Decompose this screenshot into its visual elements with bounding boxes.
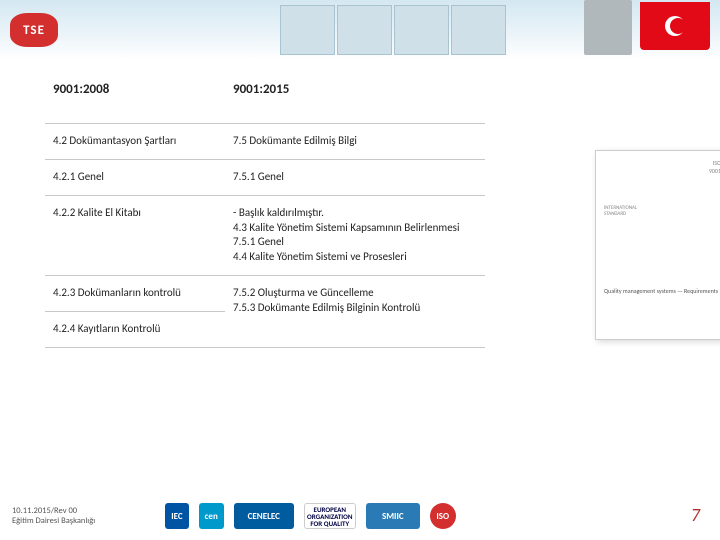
table-row: 4.2.2 Kalite El Kitabı - Başlık kaldırıl… — [45, 195, 485, 275]
cell-left: 4.2.1 Genel — [45, 159, 225, 195]
header-decorative-images — [280, 0, 506, 60]
cell-right: - Başlık kaldırılmıştır. 4.3 Kalite Yöne… — [225, 195, 485, 275]
footer-logo-strip: IEC cen CENELEC EUROPEAN ORGANIZATION FO… — [165, 503, 456, 529]
footer-department: Eğitim Dairesi Başkanlığı — [12, 516, 95, 526]
footer-date-rev: 10.11.2015/Rev 00 — [12, 506, 95, 516]
table-header-2015: 9001:2015 — [225, 72, 485, 124]
page-number: 7 — [691, 504, 700, 526]
header-image-4 — [451, 5, 506, 55]
cell-right: 7.5.2 Oluşturma ve Güncelleme 7.5.3 Dokü… — [225, 276, 485, 348]
slide-content: 9001:2008 9001:2015 4.2 Dokümantasyon Şa… — [0, 60, 720, 348]
header-image-1 — [280, 5, 335, 55]
ataturk-portrait — [584, 0, 632, 55]
table-row: 4.2.3 Dokümanların kontrolü 7.5.2 Oluştu… — [45, 276, 485, 312]
iec-logo: IEC — [165, 503, 188, 529]
eoq-logo: EUROPEAN ORGANIZATION FOR QUALITY — [304, 503, 356, 529]
comparison-table: 9001:2008 9001:2015 4.2 Dokümantasyon Şa… — [45, 72, 485, 348]
header-image-2 — [337, 5, 392, 55]
cell-right: 7.5 Dokümante Edilmiş Bilgi — [225, 124, 485, 160]
cenelec-logo: CENELEC — [234, 503, 294, 529]
cen-logo: cen — [199, 503, 224, 529]
cell-left: 4.2 Dokümantasyon Şartları — [45, 124, 225, 160]
smiic-logo: SMIIC — [366, 503, 420, 529]
cell-left: 4.2.3 Dokümanların kontrolü — [45, 276, 225, 312]
table-row: 4.2 Dokümantasyon Şartları 7.5 Dokümante… — [45, 124, 485, 160]
doc-title: Quality management systems — Requirement… — [604, 287, 720, 295]
table-header-2008: 9001:2008 — [45, 72, 225, 124]
footer-meta: 10.11.2015/Rev 00 Eğitim Dairesi Başkanl… — [12, 506, 95, 526]
cell-left: 4.2.4 Kayıtların Kontrolü — [45, 311, 225, 347]
table-row: 4.2.1 Genel 7.5.1 Genel — [45, 159, 485, 195]
iso-logo: ISO — [430, 503, 456, 529]
doc-corner-label: ISO 9001 — [604, 159, 720, 175]
header-banner: TSE — [0, 0, 720, 60]
cell-left: 4.2.2 Kalite El Kitabı — [45, 195, 225, 275]
cell-right: 7.5.1 Genel — [225, 159, 485, 195]
iso-document-thumbnail: ISO 9001 INTERNATIONAL STANDARD Quality … — [595, 150, 720, 340]
slide-footer: 10.11.2015/Rev 00 Eğitim Dairesi Başkanl… — [0, 492, 720, 540]
tse-logo: TSE — [10, 13, 58, 47]
turkish-flag — [640, 2, 710, 50]
doc-stamp: INTERNATIONAL STANDARD — [604, 205, 720, 217]
header-image-3 — [394, 5, 449, 55]
